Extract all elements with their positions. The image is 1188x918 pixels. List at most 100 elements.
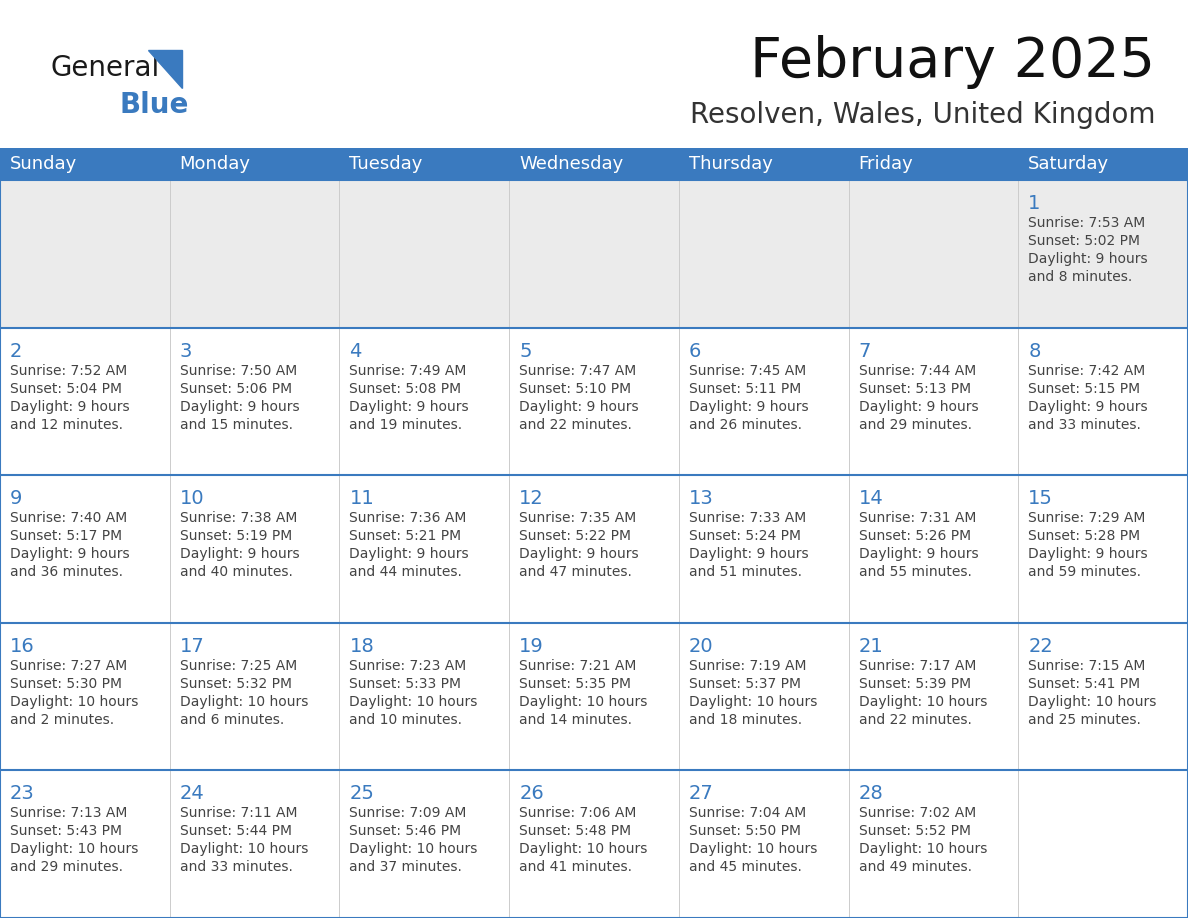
Text: 9: 9 bbox=[10, 489, 23, 509]
Text: and 10 minutes.: and 10 minutes. bbox=[349, 712, 462, 727]
Text: Daylight: 10 hours: Daylight: 10 hours bbox=[859, 843, 987, 856]
Text: and 33 minutes.: and 33 minutes. bbox=[179, 860, 292, 875]
Polygon shape bbox=[148, 50, 182, 88]
Text: 11: 11 bbox=[349, 489, 374, 509]
Bar bbox=[848, 180, 1018, 328]
Text: Sunset: 5:22 PM: Sunset: 5:22 PM bbox=[519, 529, 631, 543]
Text: Sunset: 5:19 PM: Sunset: 5:19 PM bbox=[179, 529, 292, 543]
Text: Sunrise: 7:29 AM: Sunrise: 7:29 AM bbox=[1029, 511, 1145, 525]
Text: Sunrise: 7:53 AM: Sunrise: 7:53 AM bbox=[1029, 216, 1145, 230]
Text: 16: 16 bbox=[10, 637, 34, 655]
Bar bbox=[678, 328, 848, 476]
Text: 21: 21 bbox=[859, 637, 884, 655]
Text: Sunrise: 7:44 AM: Sunrise: 7:44 AM bbox=[859, 364, 975, 377]
Text: and 29 minutes.: and 29 minutes. bbox=[10, 860, 124, 875]
Text: and 22 minutes.: and 22 minutes. bbox=[859, 712, 972, 727]
Text: Daylight: 9 hours: Daylight: 9 hours bbox=[1029, 547, 1148, 561]
Text: Sunset: 5:04 PM: Sunset: 5:04 PM bbox=[10, 382, 122, 396]
Text: and 47 minutes.: and 47 minutes. bbox=[519, 565, 632, 579]
Text: February 2025: February 2025 bbox=[750, 35, 1155, 89]
Bar bbox=[678, 770, 848, 918]
Text: 18: 18 bbox=[349, 637, 374, 655]
Text: Sunrise: 7:36 AM: Sunrise: 7:36 AM bbox=[349, 511, 467, 525]
Text: Sunset: 5:48 PM: Sunset: 5:48 PM bbox=[519, 824, 631, 838]
Text: Thursday: Thursday bbox=[689, 155, 772, 173]
Text: Sunrise: 7:13 AM: Sunrise: 7:13 AM bbox=[10, 806, 127, 821]
Text: and 41 minutes.: and 41 minutes. bbox=[519, 860, 632, 875]
Text: 28: 28 bbox=[859, 784, 884, 803]
Text: 12: 12 bbox=[519, 489, 544, 509]
Text: Sunrise: 7:04 AM: Sunrise: 7:04 AM bbox=[689, 806, 807, 821]
Bar bbox=[848, 770, 1018, 918]
Bar bbox=[678, 622, 848, 770]
Text: Daylight: 10 hours: Daylight: 10 hours bbox=[10, 843, 138, 856]
Text: Sunrise: 7:45 AM: Sunrise: 7:45 AM bbox=[689, 364, 807, 377]
Text: and 59 minutes.: and 59 minutes. bbox=[1029, 565, 1142, 579]
Text: Daylight: 9 hours: Daylight: 9 hours bbox=[519, 399, 639, 414]
Text: Sunset: 5:44 PM: Sunset: 5:44 PM bbox=[179, 824, 292, 838]
Text: 25: 25 bbox=[349, 784, 374, 803]
Text: and 55 minutes.: and 55 minutes. bbox=[859, 565, 972, 579]
Bar bbox=[0, 770, 170, 918]
Text: 19: 19 bbox=[519, 637, 544, 655]
Text: Sunset: 5:32 PM: Sunset: 5:32 PM bbox=[179, 677, 292, 691]
Text: Sunset: 5:37 PM: Sunset: 5:37 PM bbox=[689, 677, 801, 691]
Text: Daylight: 10 hours: Daylight: 10 hours bbox=[1029, 695, 1157, 709]
Bar bbox=[510, 770, 678, 918]
Text: Sunrise: 7:40 AM: Sunrise: 7:40 AM bbox=[10, 511, 127, 525]
Text: Sunrise: 7:35 AM: Sunrise: 7:35 AM bbox=[519, 511, 637, 525]
Text: Daylight: 9 hours: Daylight: 9 hours bbox=[859, 547, 978, 561]
Text: General: General bbox=[50, 54, 159, 82]
Text: Daylight: 9 hours: Daylight: 9 hours bbox=[349, 547, 469, 561]
Text: 10: 10 bbox=[179, 489, 204, 509]
Text: Sunset: 5:43 PM: Sunset: 5:43 PM bbox=[10, 824, 122, 838]
Bar bbox=[848, 328, 1018, 476]
Text: Sunset: 5:08 PM: Sunset: 5:08 PM bbox=[349, 382, 462, 396]
Text: and 33 minutes.: and 33 minutes. bbox=[1029, 418, 1142, 431]
Text: Sunset: 5:35 PM: Sunset: 5:35 PM bbox=[519, 677, 631, 691]
Text: Daylight: 9 hours: Daylight: 9 hours bbox=[10, 399, 129, 414]
Text: 5: 5 bbox=[519, 341, 532, 361]
Text: 15: 15 bbox=[1029, 489, 1053, 509]
Text: Sunrise: 7:02 AM: Sunrise: 7:02 AM bbox=[859, 806, 975, 821]
Text: 8: 8 bbox=[1029, 341, 1041, 361]
Text: and 36 minutes.: and 36 minutes. bbox=[10, 565, 124, 579]
Bar bbox=[170, 476, 340, 622]
Text: Sunrise: 7:09 AM: Sunrise: 7:09 AM bbox=[349, 806, 467, 821]
Text: Daylight: 10 hours: Daylight: 10 hours bbox=[519, 843, 647, 856]
Text: and 49 minutes.: and 49 minutes. bbox=[859, 860, 972, 875]
Bar bbox=[1018, 476, 1188, 622]
Text: Daylight: 10 hours: Daylight: 10 hours bbox=[689, 843, 817, 856]
Text: Sunrise: 7:33 AM: Sunrise: 7:33 AM bbox=[689, 511, 807, 525]
Text: Daylight: 9 hours: Daylight: 9 hours bbox=[10, 547, 129, 561]
Text: 2: 2 bbox=[10, 341, 23, 361]
Text: and 29 minutes.: and 29 minutes. bbox=[859, 418, 972, 431]
Bar bbox=[170, 180, 340, 328]
Text: Sunset: 5:46 PM: Sunset: 5:46 PM bbox=[349, 824, 462, 838]
Text: Sunrise: 7:17 AM: Sunrise: 7:17 AM bbox=[859, 659, 977, 673]
Text: Daylight: 10 hours: Daylight: 10 hours bbox=[179, 695, 308, 709]
Text: Sunset: 5:10 PM: Sunset: 5:10 PM bbox=[519, 382, 631, 396]
Text: and 12 minutes.: and 12 minutes. bbox=[10, 418, 124, 431]
Text: Sunset: 5:50 PM: Sunset: 5:50 PM bbox=[689, 824, 801, 838]
Text: Daylight: 9 hours: Daylight: 9 hours bbox=[1029, 252, 1148, 266]
Bar bbox=[510, 622, 678, 770]
Bar bbox=[0, 180, 170, 328]
Text: 17: 17 bbox=[179, 637, 204, 655]
Bar bbox=[678, 476, 848, 622]
Bar bbox=[340, 180, 510, 328]
Text: Sunset: 5:30 PM: Sunset: 5:30 PM bbox=[10, 677, 122, 691]
Text: 3: 3 bbox=[179, 341, 192, 361]
Text: Sunrise: 7:15 AM: Sunrise: 7:15 AM bbox=[1029, 659, 1145, 673]
Bar bbox=[170, 328, 340, 476]
Text: and 19 minutes.: and 19 minutes. bbox=[349, 418, 462, 431]
Text: Sunset: 5:24 PM: Sunset: 5:24 PM bbox=[689, 529, 801, 543]
Text: Daylight: 10 hours: Daylight: 10 hours bbox=[519, 695, 647, 709]
Text: Sunrise: 7:31 AM: Sunrise: 7:31 AM bbox=[859, 511, 977, 525]
Bar bbox=[678, 180, 848, 328]
Bar bbox=[170, 770, 340, 918]
Bar bbox=[0, 148, 1188, 180]
Text: Sunset: 5:41 PM: Sunset: 5:41 PM bbox=[1029, 677, 1140, 691]
Text: Monday: Monday bbox=[179, 155, 251, 173]
Text: and 45 minutes.: and 45 minutes. bbox=[689, 860, 802, 875]
